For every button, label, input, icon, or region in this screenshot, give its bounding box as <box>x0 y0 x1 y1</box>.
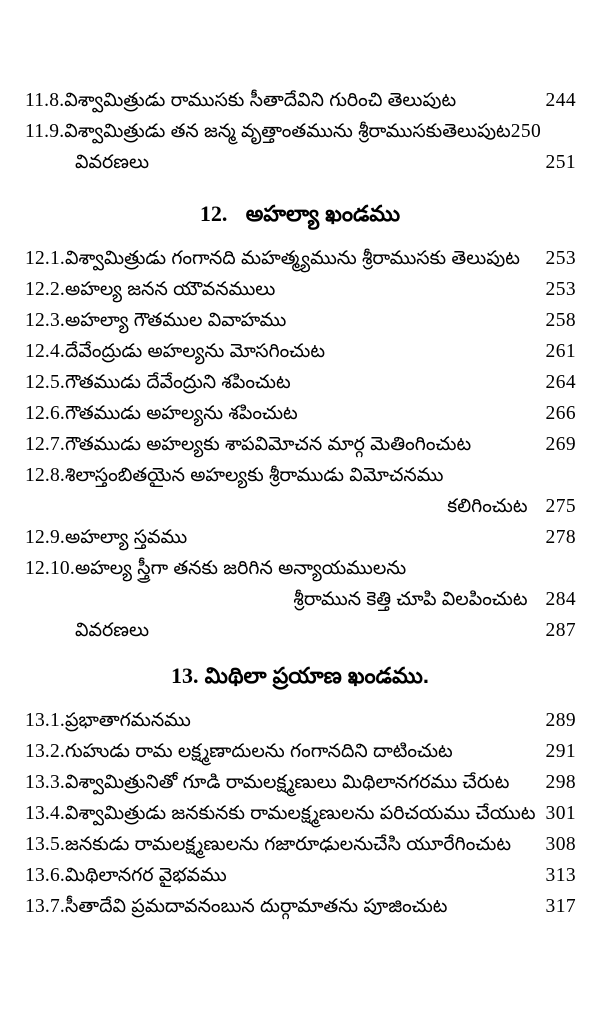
toc-entry-continuation[interactable]: శ్రీరామున కెత్తి చూపి విలపించుట 284 <box>25 584 576 615</box>
entry-page-number: 287 <box>545 620 576 641</box>
toc-entry[interactable]: 13.4. విశ్వామిత్రుడు జనకునకు రామలక్ష్మణు… <box>25 798 576 829</box>
toc-entry[interactable]: 12.5. గౌతముడు దేవేంద్రుని శపించుట 264 <box>25 367 576 398</box>
entry-page-number: 313 <box>545 865 576 886</box>
entry-page-number: 261 <box>545 341 576 362</box>
entry-page-number: 244 <box>545 90 576 111</box>
entry-title: శిలాస్తంబితయైన అహల్యకు శ్రీరాముడు విమోచన… <box>65 465 444 486</box>
entry-number: 12.3. <box>25 310 65 331</box>
toc-entry[interactable]: 13.6. మిథిలానగర వైభవము 313 <box>25 860 576 891</box>
entry-title: అహల్యా గౌతముల వివాహము <box>65 310 287 331</box>
entry-title: శ్రీరామున కెత్తి చూపి విలపించుట <box>293 589 528 610</box>
entry-page-number: 289 <box>545 710 576 731</box>
entry-number: 12.10. <box>25 558 75 579</box>
entry-number: 13.3. <box>25 772 65 793</box>
section-gap <box>0 646 600 660</box>
chapter-heading-13: 13. మిథిలా ప్రయాణ ఖండము. <box>0 660 600 691</box>
toc-subentry[interactable]: వివరణలు 251 <box>25 147 576 178</box>
entry-page-number: 253 <box>545 248 576 269</box>
toc-entry[interactable]: 12.6. గౌతముడు అహల్యను శపించుట 266 <box>25 398 576 429</box>
entry-number: 13.7. <box>25 896 65 917</box>
entry-title: అహల్యా స్తవము <box>65 527 188 548</box>
chapter-number: 13. <box>171 663 199 688</box>
entry-number: 12.4. <box>25 341 65 362</box>
chapter-heading-12: 12. అహల్యా ఖండము <box>0 198 600 229</box>
entry-title: విశ్వామిత్రునితో గూడి రామలక్ష్మణులు మిథి… <box>65 772 510 793</box>
entry-number: 13.5. <box>25 834 65 855</box>
entry-page-number: 317 <box>545 896 576 917</box>
entry-number: 13.2. <box>25 741 65 762</box>
entry-number: 11.8. <box>25 90 65 111</box>
entry-page-number: 258 <box>545 310 576 331</box>
toc-entry[interactable]: 12.2. అహల్య జనన యౌవనములు 253 <box>25 274 576 305</box>
toc-entry[interactable]: 12.8. శిలాస్తంబితయైన అహల్యకు శ్రీరాముడు … <box>25 460 576 491</box>
entry-title: అహల్య జనన యౌవనములు <box>65 279 276 300</box>
entry-page-number: 269 <box>545 434 576 455</box>
toc-entry[interactable]: 13.2. గుహుడు రామ లక్ష్మణాదులను గంగానదిని… <box>25 736 576 767</box>
entry-title: విశ్వామిత్రుడు జనకునకు రామలక్ష్మణులను పర… <box>65 803 536 824</box>
toc-entry[interactable]: 12.9. అహల్యా స్తవము 278 <box>25 522 576 553</box>
heading-gap <box>0 229 600 243</box>
toc-entry[interactable]: 12.3. అహల్యా గౌతముల వివాహము 258 <box>25 305 576 336</box>
toc-entry[interactable]: 12.10. అహల్య స్త్రీగా తనకు జరిగిన అన్యాయ… <box>25 553 576 584</box>
entry-title: వివరణలు <box>75 620 150 641</box>
entry-title: కలిగించుట <box>447 496 528 517</box>
heading-gap <box>0 691 600 705</box>
chapter-title: అహల్యా ఖండము <box>245 201 401 226</box>
entry-page-number: 301 <box>545 803 576 824</box>
toc-entry-continuation[interactable]: కలిగించుట 275 <box>25 491 576 522</box>
top-margin <box>0 0 600 85</box>
entry-page-number: 250 <box>510 121 542 142</box>
entry-page-number: 284 <box>545 589 576 610</box>
entry-number: 13.6. <box>25 865 65 886</box>
entry-page-number: 308 <box>545 834 576 855</box>
entry-title: జనకుడు రామలక్ష్మణులను గజారూఢులనుచేసి యూర… <box>65 834 512 855</box>
entry-number: 12.1. <box>25 248 65 269</box>
entry-title: వివరణలు <box>75 152 150 173</box>
entry-number: 12.9. <box>25 527 65 548</box>
entry-page-number: 264 <box>545 372 576 393</box>
entry-title: గౌతముడు దేవేంద్రుని శపించుట <box>65 372 291 393</box>
entry-title: గుహుడు రామ లక్ష్మణాదులను గంగానదిని దాటిం… <box>65 741 453 762</box>
toc-entry[interactable]: 13.1. ప్రభాతాగమనము 289 <box>25 705 576 736</box>
toc-entry[interactable]: 12.7. గౌతముడు అహల్యకు శాపవిమోచన మార్గ మె… <box>25 429 576 460</box>
entry-number: 11.9. <box>25 121 65 142</box>
entry-page-number: 278 <box>545 527 576 548</box>
entry-page-number: 253 <box>545 279 576 300</box>
entry-title: గౌతముడు అహల్యను శపించుట <box>65 403 298 424</box>
entry-page-number: 266 <box>545 403 576 424</box>
section-gap <box>0 178 600 198</box>
entry-page-number: 275 <box>545 496 576 517</box>
chapter-title: మిథిలా ప్రయాణ ఖండము. <box>204 663 429 688</box>
toc-entry[interactable]: 11.9. విశ్వామిత్రుడు తన జన్మ వృత్తాంతమున… <box>25 116 576 147</box>
entry-title: విశ్వామిత్రుడు గంగానది మహత్మ్యమును శ్రీర… <box>65 248 520 269</box>
toc-entry[interactable]: 12.4. దేవేంద్రుడు అహల్యను మోసగించుట 261 <box>25 336 576 367</box>
entry-number: 12.7. <box>25 434 65 455</box>
toc-entry[interactable]: 13.7. సీతాదేవి ప్రమదావనంబున దుర్గామాతను … <box>25 891 576 922</box>
entry-number: 13.1. <box>25 710 65 731</box>
toc-entry[interactable]: 12.1. విశ్వామిత్రుడు గంగానది మహత్మ్యమును… <box>25 243 576 274</box>
entry-title: మిథిలానగర వైభవము <box>65 865 227 886</box>
entry-title: దేవేంద్రుడు అహల్యను మోసగించుట <box>65 341 325 362</box>
entry-number: 12.6. <box>25 403 65 424</box>
entry-title: విశ్వామిత్రుడు తన జన్మ వృత్తాంతమును శ్రీ… <box>64 121 511 142</box>
chapter-number: 12. <box>199 201 228 226</box>
entry-number: 12.2. <box>25 279 65 300</box>
toc-subentry[interactable]: వివరణలు 287 <box>25 615 576 646</box>
entry-number: 12.8. <box>25 465 65 486</box>
entry-title: అహల్య స్త్రీగా తనకు జరిగిన అన్యాయములను <box>74 558 407 579</box>
entry-number: 12.5. <box>25 372 65 393</box>
entry-page-number: 291 <box>545 741 576 762</box>
entry-title: విశ్వామిత్రుడు రాముసకు సీతాదేవిని గురించ… <box>64 90 457 111</box>
entry-title: గౌతముడు అహల్యకు శాపవిమోచన మార్గ మెతింగిం… <box>65 434 472 455</box>
toc-entry[interactable]: 13.3. విశ్వామిత్రునితో గూడి రామలక్ష్మణుల… <box>25 767 576 798</box>
entry-title: ప్రభాతాగమనము <box>65 710 191 731</box>
entry-page-number: 298 <box>545 772 576 793</box>
entry-title: సీతాదేవి ప్రమదావనంబున దుర్గామాతను పూజించ… <box>65 896 448 917</box>
entry-page-number: 251 <box>545 152 576 173</box>
toc-entry[interactable]: 11.8. విశ్వామిత్రుడు రాముసకు సీతాదేవిని … <box>25 85 576 116</box>
table-of-contents: 11.8. విశ్వామిత్రుడు రాముసకు సీతాదేవిని … <box>0 0 600 922</box>
entry-number: 13.4. <box>25 803 65 824</box>
toc-entry[interactable]: 13.5. జనకుడు రామలక్ష్మణులను గజారూఢులనుచే… <box>25 829 576 860</box>
